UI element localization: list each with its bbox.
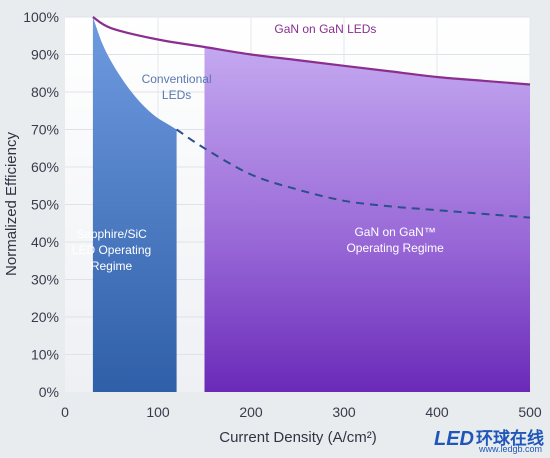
gan-on-gan-region bbox=[204, 47, 530, 392]
watermark-logo: LED bbox=[434, 428, 474, 450]
x-tick-label: 400 bbox=[425, 404, 449, 420]
region-label-sapphire-sic: Regime bbox=[91, 259, 133, 273]
series-label-gan-on-gan: GaN on GaN LEDs bbox=[274, 22, 376, 36]
y-tick-label: 0% bbox=[39, 384, 59, 400]
series-label-conventional: Conventional bbox=[142, 72, 212, 86]
region-label-gan-on-gan: Operating Regime bbox=[346, 241, 444, 255]
series-label-conventional: LEDs bbox=[162, 88, 191, 102]
x-axis-title: Current Density (A/cm²) bbox=[219, 429, 377, 446]
x-tick-label: 0 bbox=[61, 404, 69, 420]
watermark: LED 环球在线 bbox=[434, 429, 544, 449]
x-tick-label: 200 bbox=[239, 404, 263, 420]
y-axis-title: Normalized Efficiency bbox=[3, 132, 20, 276]
y-tick-label: 90% bbox=[31, 47, 59, 63]
watermark-brand: 环球在线 bbox=[476, 429, 544, 448]
x-tick-label: 100 bbox=[146, 404, 170, 420]
region-label-sapphire-sic: Sapphire/SiC bbox=[76, 227, 147, 241]
y-tick-label: 30% bbox=[31, 272, 59, 288]
x-tick-label: 500 bbox=[518, 404, 542, 420]
y-tick-label: 60% bbox=[31, 159, 59, 175]
y-tick-label: 10% bbox=[31, 347, 59, 363]
y-tick-label: 70% bbox=[31, 122, 59, 138]
watermark-url: www.ledgb.com bbox=[478, 444, 542, 454]
y-tick-label: 40% bbox=[31, 234, 59, 250]
series-lines bbox=[92, 16, 531, 219]
y-tick-label: 100% bbox=[23, 9, 59, 25]
series-line-gan-on-gan bbox=[92, 16, 531, 86]
series-line-conventional-dashed bbox=[176, 128, 531, 219]
y-tick-label: 80% bbox=[31, 84, 59, 100]
y-tick-label: 20% bbox=[31, 309, 59, 325]
sapphire-sic-region bbox=[92, 17, 177, 392]
x-tick-label: 300 bbox=[332, 404, 356, 420]
y-tick-label: 50% bbox=[31, 197, 59, 213]
region-label-sapphire-sic: LED Operating bbox=[72, 243, 151, 257]
region-label-gan-on-gan: GaN on GaN™ bbox=[354, 225, 435, 239]
chart-labels: 0% 10% 20% 30% 40% 50% 60% 70% 80% 90% 100% 0 100 200… bbox=[3, 9, 542, 446]
